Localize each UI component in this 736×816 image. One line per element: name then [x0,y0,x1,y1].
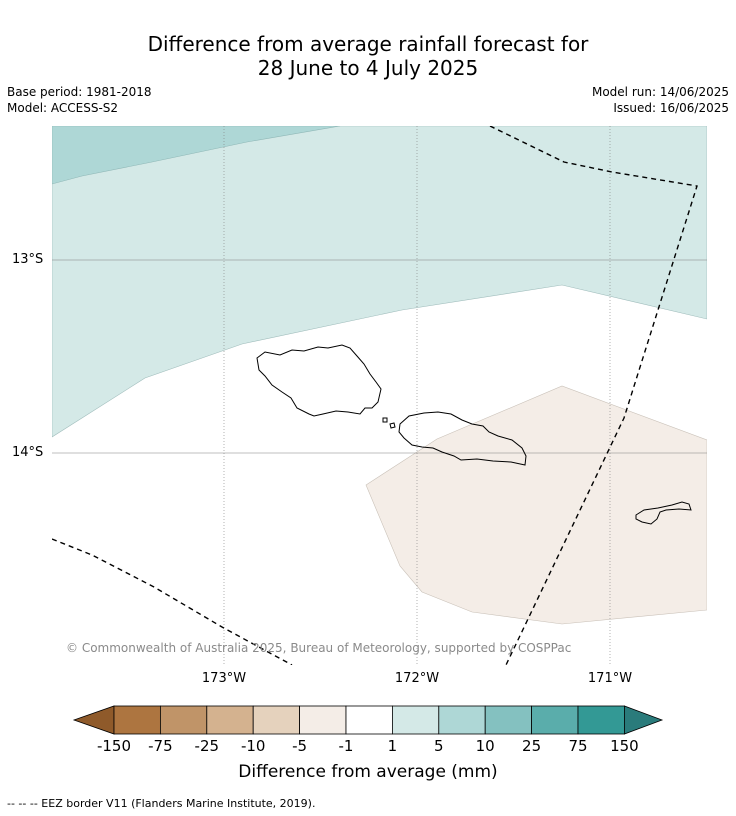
lon-label-172w: 172°W [394,671,440,686]
savaii-island [256,344,382,417]
colorbar-tick-label: -1 [338,737,354,755]
colorbar-label: Difference from average (mm) [238,762,498,782]
graticule [52,126,707,665]
upolu-island [398,411,527,466]
colorbar-tick-label: 25 [522,737,542,755]
lon-label-171w: 171°W [587,671,633,686]
lat-label-13s: 13°S [12,252,44,267]
wetter-region-light [52,126,707,438]
eez-borders [52,126,698,665]
colorbar-cell [531,705,579,735]
colorbar-cell [159,705,208,735]
issued-date: Issued: 16/06/2025 [613,101,729,115]
colorbar-tick-label: 75 [568,737,588,755]
colorbar-tick-label: 150 [610,737,639,755]
meta-left: Base period: 1981-2018 Model: ACCESS-S2 [7,84,152,116]
copyright-text: © Commonwealth of Australia 2025, Bureau… [66,641,572,655]
colorbar-cell [345,705,393,735]
manono-islet [382,417,388,423]
colorbar-tick-label: 10 [475,737,495,755]
map-panel [52,126,707,665]
model-run: Model run: 14/06/2025 [591,85,729,99]
colorbar-cell [252,705,300,735]
map-title-line2: 28 June to 4 July 2025 [257,56,479,80]
colorbar [72,705,664,735]
colorbar-extend-high [624,705,664,735]
colorbar-tick-label: -75 [148,737,173,755]
colorbar-cell [391,705,440,735]
colorbar-cell [206,705,254,735]
colorbar-tick-label: -25 [194,737,220,755]
eez-border-east [489,126,698,665]
wetter-region-mid [52,126,341,185]
meta-right: Model run: 14/06/2025 Issued: 16/06/2025 [592,84,729,116]
colorbar-extend-low [72,705,115,735]
eez-border-southwest [52,538,293,665]
model-name: Model: ACCESS-S2 [7,101,119,115]
apolima-islet [389,422,396,429]
colorbar-cell [299,705,347,735]
drier-region-light [365,385,707,625]
map-title-line1: Difference from average rainfall forecas… [147,32,589,56]
map-canvas [52,126,707,665]
colorbar-cell [484,705,533,735]
colorbar-tick-label: 5 [434,737,444,755]
colorbar-tick-label: -10 [240,737,266,755]
lon-label-173w: 173°W [201,671,247,686]
colorbar-tick-label: 1 [387,737,398,755]
coastlines [256,344,692,525]
colorbar-cell [577,705,625,735]
colorbar-cell [113,705,161,735]
eez-legend-note: -- -- -- EEZ border V11 (Flanders Marine… [7,797,316,810]
base-period: Base period: 1981-2018 [7,85,152,99]
lat-label-14s: 14°S [12,445,44,460]
colorbar-tick-label: -150 [96,737,132,755]
colorbar-tick-label: -5 [292,737,308,755]
tutuila-island [635,501,692,525]
colorbar-cell [438,705,486,735]
